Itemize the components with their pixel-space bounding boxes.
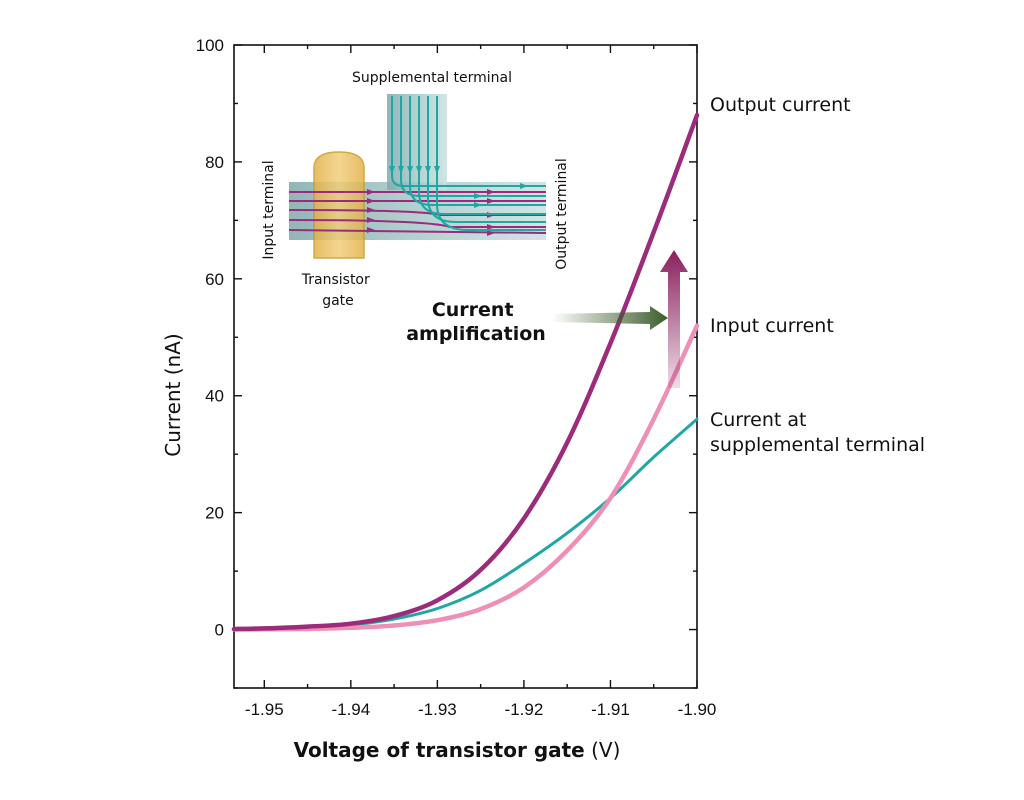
series-label-input-current: Input current — [710, 315, 834, 337]
series-line-input-current — [231, 323, 700, 632]
y-tick-label: 60 — [205, 270, 224, 289]
y-axis: 0 20 40 60 80 100 — [196, 36, 697, 689]
terminal-inset-diagram: Supplemental terminal Input terminal Out… — [261, 70, 570, 309]
inset-output-label: Output terminal — [554, 158, 570, 270]
series-label-supplemental-current: Current at supplemental terminal — [710, 409, 925, 456]
series-line-current-at-supplemental-terminal — [232, 417, 699, 631]
inset-input-label: Input terminal — [261, 160, 277, 259]
x-tick-label: -1.90 — [678, 700, 717, 719]
amplification-arrow — [660, 250, 688, 388]
plot-frame — [233, 44, 698, 689]
x-tick-label: -1.92 — [505, 700, 544, 719]
inset-supplemental-arrowheads — [389, 166, 528, 208]
x-axis: -1.95 -1.94 -1.93 -1.92 -1.91 -1.90 — [245, 45, 716, 719]
series-line-output-current — [231, 112, 700, 632]
inset-supplemental-label: Supplemental terminal — [352, 70, 512, 86]
current-amplification-label: Current amplification — [406, 299, 546, 345]
y-tick-label: 80 — [205, 153, 224, 172]
x-tick-label: -1.91 — [591, 700, 630, 719]
inset-input-arrowheads — [367, 189, 495, 236]
y-tick-label: 100 — [196, 36, 224, 55]
y-tick-label: 40 — [205, 387, 224, 406]
inset-gate-label: Transistor gate — [301, 272, 374, 309]
inset-gate — [313, 151, 365, 259]
y-tick-label: 0 — [215, 621, 224, 640]
x-axis-title: Voltage of transistor gate (V) — [294, 738, 621, 762]
x-tick-label: -1.93 — [418, 700, 457, 719]
series-lines — [231, 112, 700, 632]
y-tick-label: 20 — [205, 504, 224, 523]
x-tick-label: -1.94 — [331, 700, 370, 719]
inset-supplemental-flow-lines — [391, 96, 546, 231]
x-tick-label: -1.95 — [245, 700, 284, 719]
callout-arrow — [552, 306, 668, 330]
y-axis-title: Current (nA) — [161, 333, 185, 456]
series-label-output-current: Output current — [710, 94, 851, 116]
